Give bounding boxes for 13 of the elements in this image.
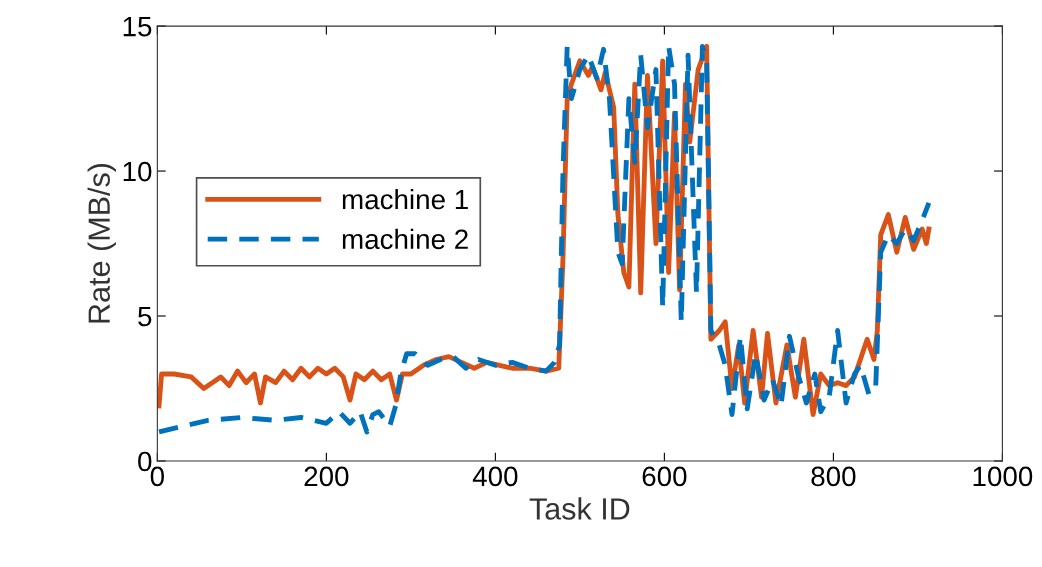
y-tick-label: 0 (138, 451, 152, 472)
y-tick-label: 10 (123, 161, 152, 182)
x-tick-label: 1000 (973, 466, 1033, 487)
legend-label: machine 1 (342, 188, 468, 210)
x-tick-label: 600 (642, 466, 687, 487)
y-axis-title: Rate (MB/s) (87, 163, 117, 323)
x-tick-label: 800 (811, 466, 856, 487)
y-tick-label: 5 (138, 306, 152, 327)
y-tick-label: 15 (123, 17, 152, 37)
x-tick-label: 400 (472, 466, 518, 487)
x-axis-title: Task ID (529, 497, 630, 520)
legend-label: machine 2 (342, 228, 468, 250)
x-tick-label: 200 (304, 466, 349, 487)
